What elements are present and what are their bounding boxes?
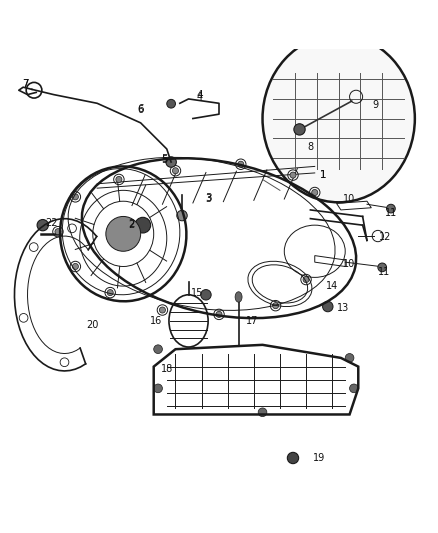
Text: 22: 22 xyxy=(45,218,58,228)
Circle shape xyxy=(72,263,78,270)
Text: 7: 7 xyxy=(22,79,28,88)
Circle shape xyxy=(159,307,166,313)
Text: 17: 17 xyxy=(245,316,258,326)
Ellipse shape xyxy=(262,35,415,203)
Text: 10: 10 xyxy=(343,194,356,204)
Circle shape xyxy=(294,124,305,135)
Circle shape xyxy=(378,263,387,272)
Ellipse shape xyxy=(235,292,242,302)
Text: 12: 12 xyxy=(379,232,392,242)
Text: 8: 8 xyxy=(307,142,314,152)
Text: 19: 19 xyxy=(313,453,325,463)
Circle shape xyxy=(116,176,122,182)
Circle shape xyxy=(72,194,78,200)
Text: 6: 6 xyxy=(138,104,144,114)
Text: 4: 4 xyxy=(196,92,202,102)
Circle shape xyxy=(238,161,244,167)
Text: 3: 3 xyxy=(205,193,212,203)
Circle shape xyxy=(387,204,395,213)
Text: 2: 2 xyxy=(128,220,134,230)
Circle shape xyxy=(350,384,358,393)
Circle shape xyxy=(154,345,162,353)
Text: 20: 20 xyxy=(87,320,99,330)
Ellipse shape xyxy=(106,216,141,251)
Text: 2: 2 xyxy=(128,219,134,229)
Circle shape xyxy=(322,301,333,312)
Text: 9: 9 xyxy=(373,100,379,110)
Circle shape xyxy=(303,277,309,282)
Circle shape xyxy=(258,408,267,417)
Circle shape xyxy=(345,353,354,362)
Text: 7: 7 xyxy=(22,79,28,88)
Circle shape xyxy=(216,311,222,318)
Text: 11: 11 xyxy=(385,208,397,219)
Text: 15: 15 xyxy=(191,288,203,297)
Text: 1: 1 xyxy=(320,170,327,180)
Text: 4: 4 xyxy=(196,91,203,100)
Text: 18: 18 xyxy=(161,364,173,374)
Circle shape xyxy=(287,453,299,464)
Text: 1: 1 xyxy=(320,170,326,180)
Circle shape xyxy=(312,189,318,196)
Circle shape xyxy=(154,384,162,393)
Text: 16: 16 xyxy=(150,316,162,326)
Circle shape xyxy=(272,303,279,309)
Circle shape xyxy=(55,229,61,235)
Text: 14: 14 xyxy=(326,281,338,291)
Circle shape xyxy=(167,99,176,108)
Ellipse shape xyxy=(177,211,187,221)
Circle shape xyxy=(135,217,151,233)
Circle shape xyxy=(107,289,113,296)
Text: 11: 11 xyxy=(378,266,391,277)
Circle shape xyxy=(37,220,48,231)
Circle shape xyxy=(290,172,296,178)
Circle shape xyxy=(201,289,211,300)
Text: 13: 13 xyxy=(337,303,349,313)
Text: 3: 3 xyxy=(205,194,211,204)
Text: 10: 10 xyxy=(343,260,356,269)
Circle shape xyxy=(173,168,179,174)
Text: 6: 6 xyxy=(138,105,144,115)
Text: 5: 5 xyxy=(162,155,168,165)
Circle shape xyxy=(166,157,177,167)
Text: 5: 5 xyxy=(161,154,168,164)
